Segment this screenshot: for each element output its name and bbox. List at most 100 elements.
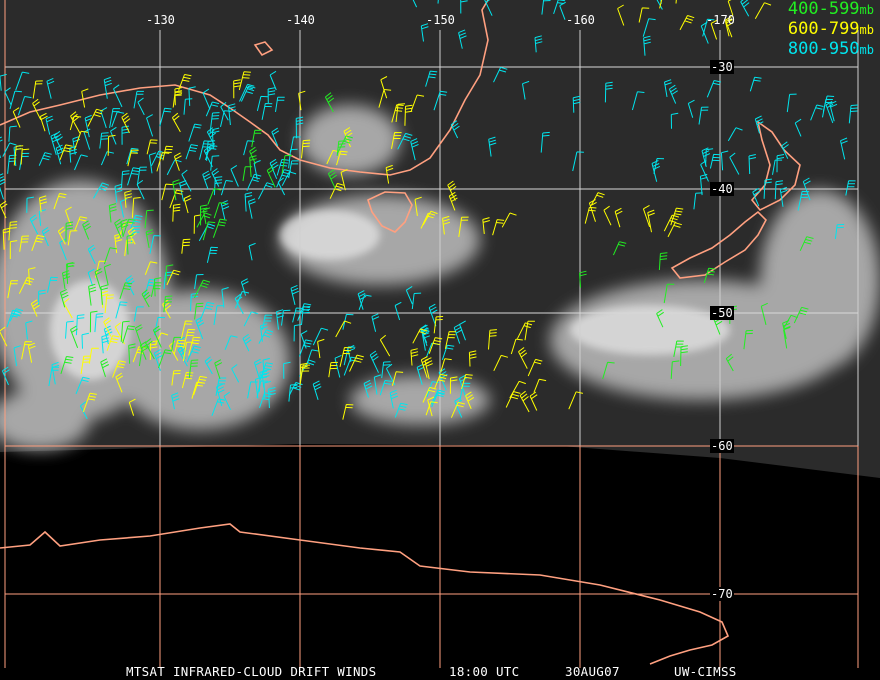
wind-barb <box>12 107 21 128</box>
wind-barb <box>524 320 535 341</box>
wind-barb <box>254 376 263 399</box>
latitude-label: -50 <box>710 306 734 320</box>
wind-barb <box>82 220 92 240</box>
wind-barb <box>394 402 408 418</box>
kangaroo-island <box>253 41 274 57</box>
wind-barb <box>127 167 140 186</box>
wind-barb <box>425 401 438 416</box>
wind-barb <box>202 221 216 241</box>
wind-barb <box>7 280 19 299</box>
wind-barb <box>679 15 695 31</box>
wind-barb <box>631 91 645 111</box>
wind-barb <box>651 160 661 182</box>
wind-barb <box>121 112 131 134</box>
wind-barb <box>81 88 89 108</box>
wind-barb <box>428 303 438 327</box>
wind-barb <box>709 153 721 169</box>
wind-barb <box>391 104 404 123</box>
wind-barb <box>433 373 448 390</box>
wind-barbs <box>0 0 859 420</box>
wind-barb <box>336 140 346 156</box>
wind-barb <box>0 136 3 159</box>
wind-barb <box>133 306 144 322</box>
wind-barb <box>743 329 754 350</box>
wind-barb <box>30 299 40 317</box>
wind-barb <box>687 99 695 118</box>
wind-barb <box>752 187 761 207</box>
wind-barb <box>822 98 833 118</box>
wind-barb <box>213 202 227 219</box>
wind-barb <box>111 111 125 128</box>
wind-barb <box>675 0 677 4</box>
wind-barb <box>65 221 74 242</box>
wind-barb <box>522 80 530 100</box>
wind-barb <box>206 140 216 161</box>
wind-barb <box>317 338 325 359</box>
wind-barb <box>461 374 473 390</box>
wind-barb <box>420 356 430 378</box>
wind-barb <box>50 132 60 155</box>
wind-barb <box>810 104 824 121</box>
wind-barb <box>659 0 663 9</box>
wind-barb <box>421 329 430 351</box>
wind-barb <box>617 4 625 26</box>
wind-barb <box>670 207 684 226</box>
wind-barb <box>283 361 291 379</box>
wind-barb <box>295 116 304 139</box>
wind-barb <box>541 0 551 15</box>
wind-barb <box>0 326 8 347</box>
wind-barb <box>228 103 236 126</box>
wind-barb <box>191 381 204 399</box>
wind-barb <box>288 160 299 179</box>
wind-barb <box>183 195 192 214</box>
wind-barb <box>533 378 547 393</box>
wind-barb <box>206 246 218 263</box>
wind-barb <box>281 155 293 174</box>
wind-barb <box>297 303 312 321</box>
longitude-label: -140 <box>286 13 315 27</box>
wind-barb <box>199 140 212 160</box>
wind-barb <box>244 192 253 212</box>
wind-barb <box>81 332 89 349</box>
wind-barb <box>194 274 204 290</box>
wind-barb <box>242 166 253 182</box>
wind-barb <box>262 314 273 330</box>
wind-barb <box>458 29 467 49</box>
wind-barb <box>53 193 67 210</box>
wind-barb <box>87 108 104 127</box>
wind-barb <box>781 141 789 159</box>
wind-barb <box>25 320 33 340</box>
wind-barb <box>158 349 173 369</box>
wind-barb <box>104 294 114 314</box>
wind-barb <box>114 233 123 254</box>
wind-barb <box>336 135 353 154</box>
wind-barb <box>67 230 78 246</box>
wind-barb <box>389 389 398 409</box>
caption-time: 18:00 UTC <box>449 664 520 679</box>
wind-barb <box>256 95 268 112</box>
wind-barb <box>79 401 88 420</box>
wind-barb <box>193 279 211 299</box>
wind-barb <box>779 186 788 207</box>
wind-barb <box>163 295 173 313</box>
wind-barb <box>246 173 262 191</box>
wind-barb <box>281 171 297 186</box>
wind-barb <box>9 240 18 259</box>
wind-barb <box>186 345 202 363</box>
latitude-label: -60 <box>710 439 734 453</box>
wind-barb <box>518 347 528 369</box>
wind-barb <box>230 164 239 187</box>
wind-barb <box>431 391 445 408</box>
wind-barb <box>119 282 133 300</box>
wind-barb <box>559 1 566 20</box>
wind-barb <box>410 138 419 161</box>
wind-barb <box>604 81 613 103</box>
wind-barb <box>290 284 300 306</box>
wind-barb <box>663 283 675 304</box>
wind-barb <box>275 96 285 112</box>
wind-barb <box>658 252 668 271</box>
wind-barb <box>221 287 229 308</box>
wind-barb <box>426 381 440 398</box>
australia-coast <box>0 0 489 176</box>
